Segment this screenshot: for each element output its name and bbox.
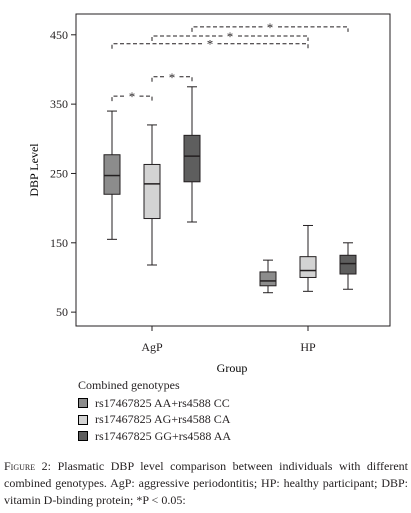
legend-item: rs17467825 GG+rs4588 AA	[78, 428, 231, 445]
legend-swatch	[78, 414, 88, 425]
x-tick-label: AgP	[141, 340, 163, 354]
y-tick-label: 350	[50, 97, 68, 111]
legend-label: rs17467825 AG+rs4588 CA	[95, 412, 231, 427]
box-agp-3	[183, 86, 201, 223]
bracket-label-bg	[204, 37, 216, 50]
x-tick-label: HP	[300, 340, 316, 354]
box-hp-2	[299, 224, 317, 292]
box-marks	[103, 86, 357, 294]
box-plot-chart: 50 150 250 350 450 AgP HP * * * * * DBP Level Grou…	[27, 13, 391, 375]
bracket-label: *	[129, 89, 136, 104]
bracket-label: *	[169, 70, 176, 85]
y-axis-label: DBP Level	[27, 143, 41, 197]
significance-bracket: *	[111, 37, 309, 52]
figure-caption: Figure 2: Plasmatic DBP level comparison…	[4, 458, 408, 509]
figure-label: Figure 2:	[4, 459, 51, 473]
bracket-label: *	[207, 37, 214, 52]
y-tick-label: 250	[50, 166, 68, 180]
x-axis-label: Group	[217, 361, 248, 375]
legend-item: rs17467825 AA+rs4588 CC	[78, 395, 231, 412]
significance-brackets: * * * * *	[111, 20, 349, 104]
bracket-line	[151, 76, 193, 82]
box-iqr	[259, 271, 277, 287]
legend-swatch	[78, 431, 88, 442]
significance-bracket: *	[111, 89, 153, 104]
box-iqr	[103, 154, 121, 195]
significance-bracket: *	[151, 29, 309, 44]
y-tick-label: 50	[56, 305, 68, 319]
chart-axes: 50 150 250 350 450 AgP HP	[50, 13, 391, 354]
box-agp-2	[143, 124, 161, 266]
box-iqr	[183, 134, 201, 183]
plot-frame	[75, 13, 391, 327]
bracket-label: *	[227, 29, 234, 44]
box-hp-3	[339, 242, 357, 290]
legend-label: rs17467825 AA+rs4588 CC	[95, 395, 230, 410]
bracket-label-bg	[264, 20, 276, 33]
bracket-line	[111, 43, 309, 49]
legend: Combined genotypes rs17467825 AA+rs4588 …	[78, 378, 231, 445]
y-tick-label: 450	[50, 28, 68, 42]
bracket-line	[151, 35, 309, 42]
box-agp-1	[103, 110, 121, 240]
caption-text: Plasmatic DBP level comparison between i…	[4, 459, 409, 507]
bracket-label-bg	[166, 70, 178, 83]
bracket-line	[191, 26, 349, 32]
box-iqr	[299, 256, 317, 278]
significance-bracket: *	[151, 70, 193, 85]
legend-swatch	[78, 398, 88, 409]
bracket-label-bg	[126, 90, 138, 103]
bracket-line	[111, 95, 153, 102]
legend-label: rs17467825 GG+rs4588 AA	[95, 428, 232, 443]
y-tick-label: 150	[50, 236, 68, 250]
significance-bracket: *	[191, 20, 349, 35]
box-hp-1	[259, 259, 277, 294]
legend-item: rs17467825 AG+rs4588 CA	[78, 412, 231, 429]
bracket-label-bg	[224, 30, 236, 43]
box-iqr	[339, 254, 357, 275]
bracket-label: *	[267, 20, 274, 35]
box-iqr	[143, 163, 161, 220]
legend-title: Combined genotypes	[78, 378, 180, 392]
